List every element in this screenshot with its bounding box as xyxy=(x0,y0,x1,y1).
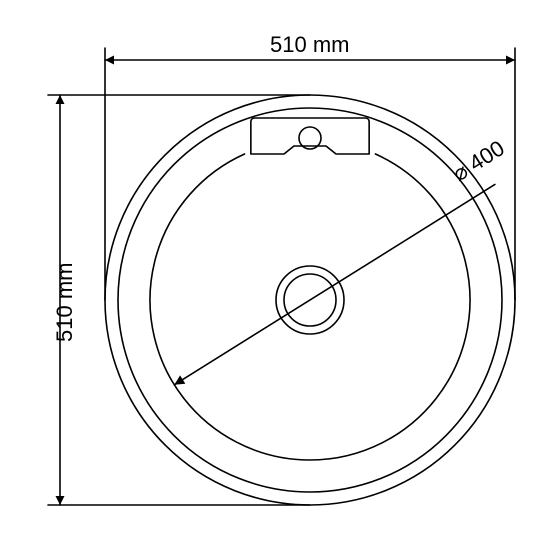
drawing-svg xyxy=(0,0,550,550)
height-dimension-label: 510 mm xyxy=(52,263,78,342)
width-dimension-label: 510 mm xyxy=(270,32,349,58)
technical-drawing: 510 mm 510 mm ⌀ 400 xyxy=(0,0,550,550)
bowl-circle xyxy=(150,154,470,460)
diameter-leader xyxy=(174,184,495,384)
